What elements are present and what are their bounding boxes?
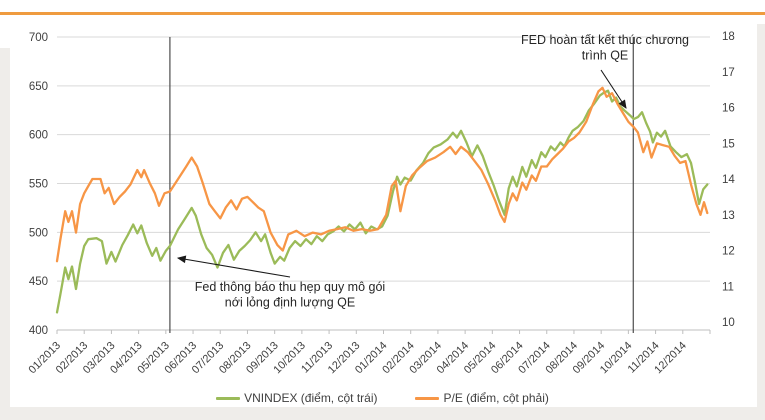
right-tick-label: 12 xyxy=(722,246,735,258)
left-tick-label: 500 xyxy=(29,227,48,239)
chart-legend: VNINDEX (điểm, cột trái) P/E (điểm, cột p… xyxy=(0,391,765,405)
legend-item-pe: P/E (điểm, cột phải) xyxy=(415,391,549,405)
annotation-qe-end: FED hoàn tất kết thúc chương trình QE xyxy=(521,33,689,109)
annotation-arrow xyxy=(600,69,627,109)
x-axis: 01/201302/201303/201304/201305/201306/20… xyxy=(27,330,711,376)
right-tick-label: 16 xyxy=(722,103,735,115)
annotation-text: Fed thông báo thu hẹp quy mô gói xyxy=(195,280,385,294)
right-axis-labels: 10 11 12 13 14 15 16 17 18 xyxy=(722,31,735,329)
annotation-text: FED hoàn tất kết thúc chương xyxy=(521,33,689,47)
right-tick-label: 18 xyxy=(722,31,735,43)
annotation-text: trình QE xyxy=(582,49,629,63)
legend-swatch xyxy=(415,396,440,400)
right-tick-label: 11 xyxy=(722,281,734,293)
annotation-arrow xyxy=(176,255,291,278)
left-tick-label: 400 xyxy=(29,325,48,337)
annotation-text: nới lỏng định lượng QE xyxy=(225,296,355,310)
accent-top-rule xyxy=(0,12,765,15)
pe-series-line xyxy=(55,86,709,263)
left-tick-label: 600 xyxy=(29,130,48,142)
page-edge-bottom xyxy=(0,407,765,420)
right-tick-label: 14 xyxy=(722,174,735,186)
left-axis-labels: 400 450 500 550 600 650 700 xyxy=(29,32,48,337)
annotation-taper-announcement: Fed thông báo thu hẹp quy mô gói nới lỏng… xyxy=(176,255,385,310)
right-tick-label: 10 xyxy=(722,317,735,329)
page-edge-right xyxy=(757,24,765,420)
legend-label: VNINDEX (điểm, cột trái) xyxy=(244,391,378,405)
left-tick-label: 550 xyxy=(29,179,48,191)
legend-swatch xyxy=(216,396,241,400)
right-tick-label: 13 xyxy=(722,210,735,222)
page-edge-left xyxy=(0,48,10,420)
legend-item-vnindex: VNINDEX (điểm, cột trái) xyxy=(216,391,377,405)
left-tick-label: 450 xyxy=(29,276,48,288)
left-tick-label: 700 xyxy=(29,32,48,44)
legend-label: P/E (điểm, cột phải) xyxy=(443,391,549,405)
left-tick-label: 650 xyxy=(29,81,48,93)
right-tick-label: 15 xyxy=(722,138,735,150)
right-tick-label: 17 xyxy=(722,67,735,79)
